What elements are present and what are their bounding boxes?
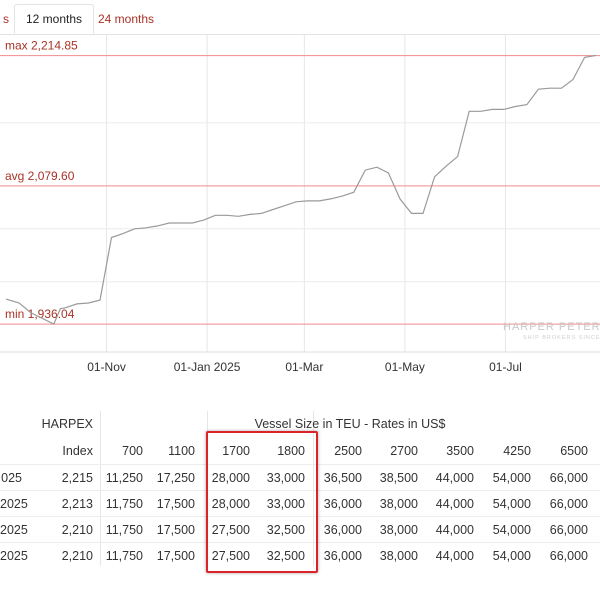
rate-cell: 54,000 (492, 523, 531, 537)
rate-cell: 36,000 (323, 497, 362, 511)
column-header: 1800 (277, 444, 305, 458)
table-divider (100, 411, 101, 566)
table-title-row: HARPEX Vessel Size in TEU - Rates in US$ (0, 411, 600, 437)
row-date: 025 (1, 471, 22, 485)
rate-cell: 32,500 (266, 549, 305, 563)
rate-cell: 11,250 (105, 471, 143, 485)
period-tabs: s 12 months 24 months (0, 0, 600, 35)
tab-short-period[interactable]: s (3, 12, 9, 26)
watermark-tagline: SHIP BROKERS SINCE 1 (523, 335, 600, 341)
rate-cell: 36,500 (323, 471, 362, 485)
rate-cell: 27,500 (211, 549, 250, 563)
x-tick-label: 01-Jul (489, 360, 522, 374)
rate-cell: 33,000 (266, 497, 305, 511)
rate-cell: 38,000 (379, 523, 418, 537)
rate-cell: 17,500 (156, 497, 195, 511)
x-tick-label: 01-Jan 2025 (174, 360, 241, 374)
rate-cell: 11,750 (105, 549, 143, 563)
column-header: 2700 (390, 444, 418, 458)
row-date: 2025 (0, 523, 28, 537)
rate-cell: 36,000 (323, 523, 362, 537)
column-header: Index (62, 444, 93, 458)
harpex-title: HARPEX (41, 417, 93, 431)
rate-cell: 66,000 (549, 471, 588, 485)
rate-cell: 2,215 (61, 471, 93, 485)
reference-label: min 1,936.04 (5, 307, 75, 321)
rate-cell: 66,000 (549, 549, 588, 563)
column-header (0, 438, 22, 464)
table-row: 2025 2,210 11,750 17,500 27,500 32,500 36,000 3… (0, 542, 600, 569)
rate-cell: 66,000 (549, 497, 588, 511)
rate-cell: 17,500 (156, 549, 195, 563)
rate-cell: 54,000 (492, 471, 531, 485)
table-row: 2025 2,210 11,750 17,500 27,500 32,500 36,000 3… (0, 516, 600, 543)
rate-cell: 33,000 (266, 471, 305, 485)
row-date: 2025 (0, 549, 28, 563)
rate-cell: 11,750 (105, 523, 143, 537)
rate-cell: 38,000 (379, 549, 418, 563)
reference-label: avg 2,079.60 (5, 169, 75, 183)
column-header: 1700 (222, 444, 250, 458)
rate-cell: 28,000 (211, 497, 250, 511)
reference-label: max 2,214.85 (5, 39, 78, 53)
rate-cell: 32,500 (266, 523, 305, 537)
rate-cell: 17,250 (156, 471, 195, 485)
rate-cell: 54,000 (492, 549, 531, 563)
column-header: 2500 (334, 444, 362, 458)
rate-cell: 38,000 (379, 497, 418, 511)
rate-cell: 44,000 (435, 497, 474, 511)
table-header-row: Index 700 1100 1700 1800 2500 2700 3500 4250 6500 (0, 438, 600, 464)
rate-cell: 44,000 (435, 523, 474, 537)
rate-cell: 27,500 (211, 523, 250, 537)
rate-cell: 17,500 (156, 523, 195, 537)
column-header: 1100 (168, 444, 195, 458)
rate-cell: 28,000 (211, 471, 250, 485)
rate-cell: 2,213 (61, 497, 93, 511)
tab-12-months[interactable]: 12 months (14, 4, 95, 34)
vessel-size-title: Vessel Size in TEU - Rates in US$ (254, 417, 446, 431)
table-row: 2025 2,213 11,750 17,500 28,000 33,000 36,000 3… (0, 490, 600, 517)
x-tick-label: 01-May (385, 360, 425, 374)
column-header: 3500 (446, 444, 474, 458)
row-date: 2025 (0, 497, 28, 511)
table-divider (313, 411, 314, 566)
column-header: 4250 (503, 444, 531, 458)
harpex-series-line (5, 54, 597, 325)
rate-cell: 11,750 (105, 497, 143, 511)
column-header: 6500 (560, 444, 588, 458)
rate-cell: 44,000 (435, 471, 474, 485)
column-header: 700 (122, 444, 143, 458)
rate-cell: 36,000 (323, 549, 362, 563)
rate-cell: 54,000 (492, 497, 531, 511)
rate-cell: 2,210 (61, 523, 93, 537)
tab-24-months[interactable]: 24 months (98, 12, 155, 26)
highlight-box (206, 431, 318, 573)
x-tick-label: 01-Nov (87, 360, 126, 374)
rate-cell: 2,210 (61, 549, 93, 563)
x-tick-label: 01-Mar (285, 360, 323, 374)
watermark-name: HARPER PETERSEN (503, 321, 600, 333)
rate-cell: 66,000 (549, 523, 588, 537)
table-row: 025 2,215 11,250 17,250 28,000 33,000 36,500 38… (0, 464, 600, 491)
rate-cell: 44,000 (435, 549, 474, 563)
rate-cell: 38,500 (379, 471, 418, 485)
